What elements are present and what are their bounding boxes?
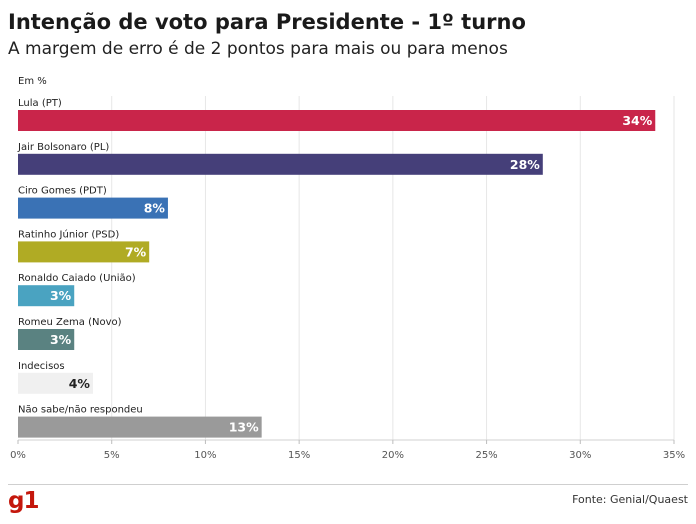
category-label: Ronaldo Caiado (União) (18, 273, 136, 284)
x-tick-label: 0% (10, 450, 26, 461)
category-label: Não sabe/não respondeu (18, 405, 143, 416)
category-label: Romeu Zema (Novo) (18, 317, 122, 328)
category-label: Ciro Gomes (PDT) (18, 186, 107, 197)
value-label: 34% (622, 113, 652, 128)
bar (18, 372, 93, 394)
g1-logo: g1 (8, 488, 39, 514)
value-label: 28% (510, 157, 540, 172)
bar (18, 241, 150, 263)
x-tick-label: 10% (194, 450, 216, 461)
category-label: Indecisos (18, 361, 65, 372)
bar (18, 416, 262, 438)
value-label: 3% (50, 332, 72, 347)
x-tick-label: 15% (288, 450, 310, 461)
x-tick-label: 5% (104, 450, 120, 461)
x-tick-label: 20% (382, 450, 404, 461)
unit-label: Em % (18, 76, 47, 87)
bar (18, 285, 75, 307)
bar (18, 153, 543, 175)
x-tick-label: 30% (569, 450, 591, 461)
value-label: 4% (69, 376, 91, 391)
value-label: 7% (125, 244, 147, 259)
bar (18, 110, 656, 131)
x-tick-label: 25% (475, 450, 497, 461)
bar (18, 329, 75, 350)
footer-divider (8, 484, 688, 485)
value-label: 13% (229, 420, 259, 435)
chart-subtitle: A margem de erro é de 2 pontos para mais… (8, 39, 508, 59)
x-tick-label: 35% (663, 450, 685, 461)
value-label: 8% (144, 201, 166, 216)
source-note: Fonte: Genial/Quaest (572, 493, 688, 506)
category-label: Ratinho Júnior (PSD) (18, 228, 119, 240)
bar-chart: Lula (PT) 34% Jair Bolsonaro (PL) 28% Ciro G… (10, 96, 685, 461)
category-label: Lula (PT) (18, 98, 62, 109)
category-label: Jair Bolsonaro (PL) (17, 142, 109, 153)
value-label: 3% (50, 288, 72, 303)
chart-title: Intenção de voto para Presidente - 1º tu… (8, 10, 526, 34)
bar (18, 197, 168, 219)
